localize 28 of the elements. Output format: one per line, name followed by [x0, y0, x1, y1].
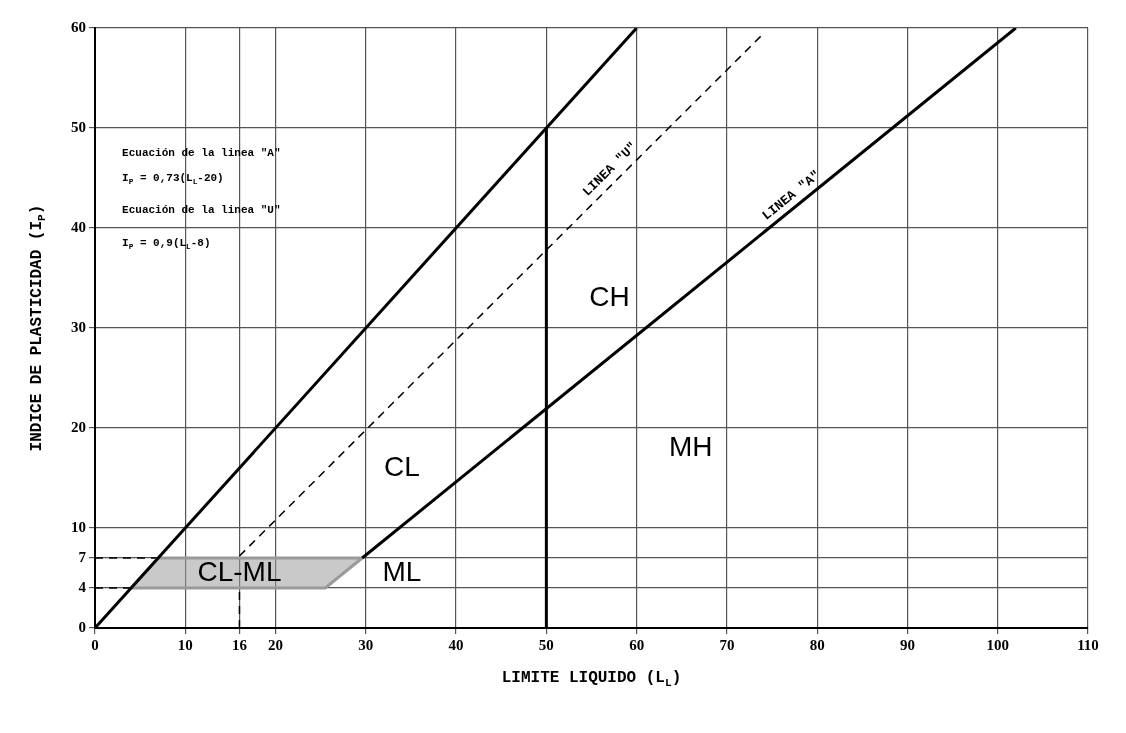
annotation: CL-ML [197, 555, 282, 587]
x-tick-label: 90 [899, 636, 915, 653]
x-tick-label: 100 [986, 636, 1009, 653]
x-tick-label: 60 [629, 636, 645, 653]
x-tick-label: 40 [448, 636, 464, 653]
x-tick-label: 70 [719, 636, 735, 653]
y-tick-label: 0 [78, 618, 86, 635]
annotation: MH [669, 430, 713, 462]
x-tick-label: 30 [358, 636, 374, 653]
x-tick-label: 16 [231, 636, 248, 653]
x-tick-label: 0 [91, 636, 99, 653]
annotation: ML [382, 555, 422, 587]
y-tick-label: 4 [78, 578, 87, 595]
x-tick-label: 110 [1077, 636, 1099, 653]
x-tick-label: 50 [538, 636, 554, 653]
x-tick-label: 20 [268, 636, 284, 653]
y-tick-label: 10 [71, 518, 86, 535]
y-tick-label: 7 [78, 548, 87, 565]
y-tick-label: 60 [71, 18, 86, 35]
x-tick-label: 10 [177, 636, 193, 653]
annotation: CH [589, 280, 630, 312]
annotation: CL [384, 450, 420, 482]
y-axis-title: INDICE DE PLASTICIDAD (IP) [28, 204, 49, 452]
y-tick-label: 30 [71, 318, 86, 335]
y-tick-label: 20 [71, 418, 86, 435]
y-tick-label: 50 [71, 118, 86, 135]
x-tick-label: 80 [809, 636, 825, 653]
y-tick-label: 40 [71, 218, 86, 235]
